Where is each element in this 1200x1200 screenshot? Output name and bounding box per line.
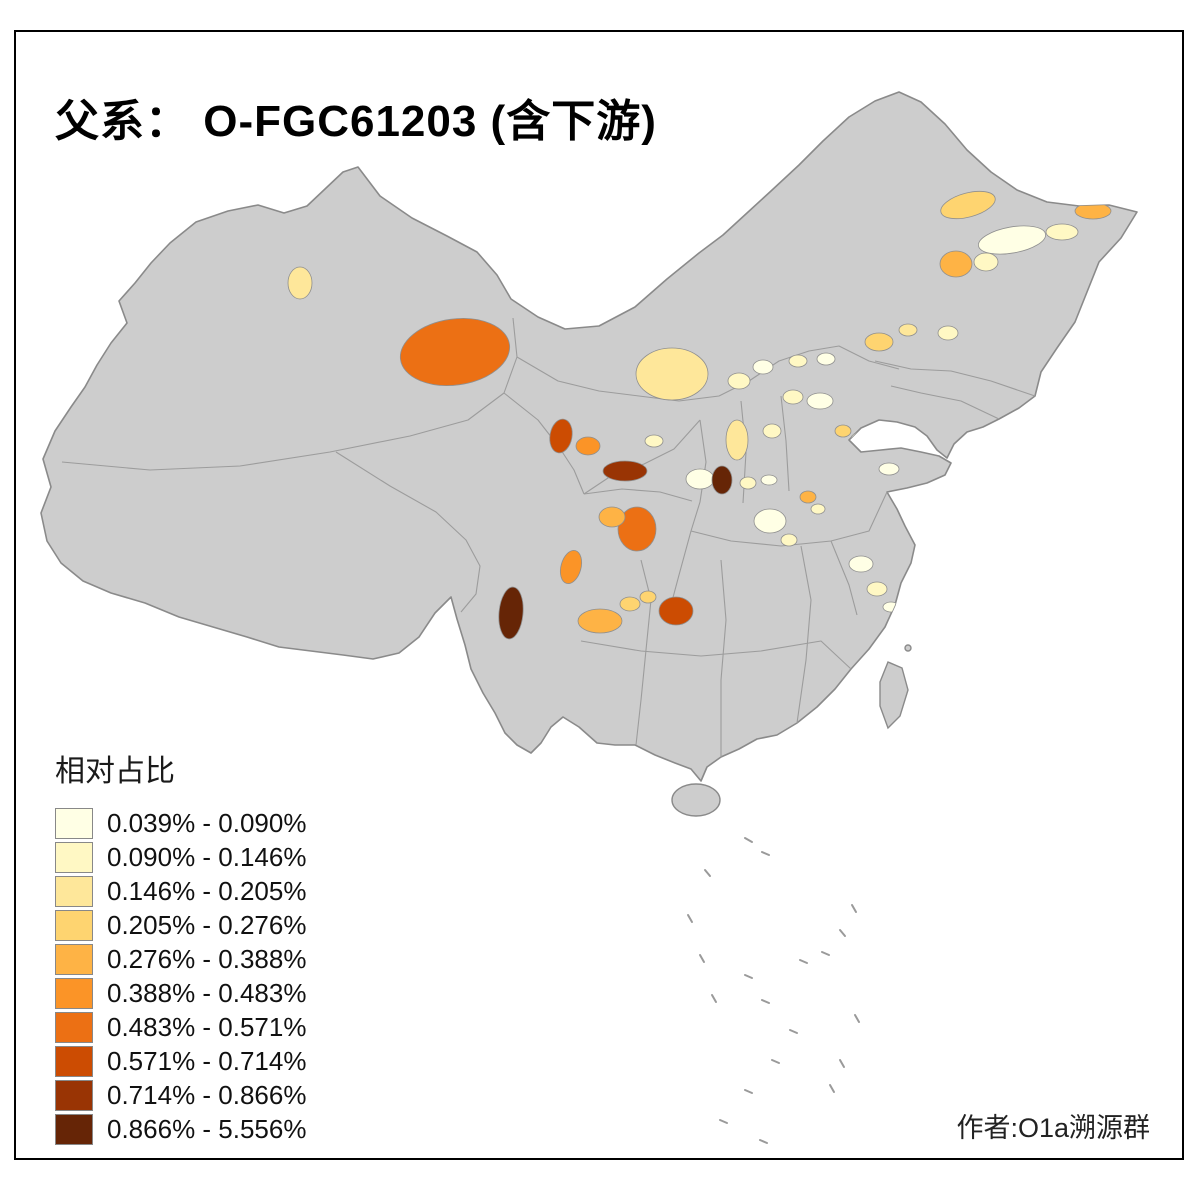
region-patch bbox=[559, 549, 583, 585]
region-patch bbox=[760, 474, 778, 486]
region-patch bbox=[739, 476, 757, 490]
legend-label: 0.388% - 0.483% bbox=[107, 977, 307, 1008]
legend-row: 0.483% - 0.571% bbox=[55, 1010, 306, 1044]
author-credit: 作者:O1a溯源群 bbox=[956, 1113, 1150, 1143]
legend-label: 0.571% - 0.714% bbox=[107, 1045, 307, 1076]
region-patch bbox=[940, 190, 996, 220]
region-patch bbox=[575, 436, 601, 456]
legend-label: 0.090% - 0.146% bbox=[107, 841, 307, 872]
south-china-sea-dashes bbox=[687, 837, 860, 1144]
legend-swatch bbox=[55, 909, 93, 941]
region-patch bbox=[617, 506, 657, 552]
region-patch bbox=[602, 460, 648, 482]
legend-swatch bbox=[55, 841, 93, 873]
region-patch bbox=[788, 354, 808, 368]
region-patch bbox=[399, 318, 511, 386]
region-patch bbox=[848, 555, 874, 573]
legend-row: 0.146% - 0.205% bbox=[55, 874, 306, 908]
legend-swatch bbox=[55, 977, 93, 1009]
region-patch bbox=[635, 347, 709, 401]
legend-label: 0.866% - 5.556% bbox=[107, 1113, 307, 1144]
legend-label: 0.714% - 0.866% bbox=[107, 1079, 307, 1110]
region-patch bbox=[287, 266, 313, 300]
region-patch bbox=[549, 418, 573, 454]
legend-label: 0.146% - 0.205% bbox=[107, 875, 307, 906]
legend-swatch bbox=[55, 943, 93, 975]
legend-swatch bbox=[55, 875, 93, 907]
region-patch bbox=[810, 503, 826, 515]
region-patch bbox=[834, 424, 852, 438]
region-patch bbox=[882, 601, 900, 613]
islands bbox=[671, 644, 912, 817]
legend-label: 0.039% - 0.090% bbox=[107, 807, 307, 838]
mainland-outline bbox=[40, 91, 1138, 782]
legend-row: 0.276% - 0.388% bbox=[55, 942, 306, 976]
region-patch bbox=[725, 419, 749, 461]
legend-row: 0.866% - 5.556% bbox=[55, 1112, 306, 1146]
legend-label: 0.276% - 0.388% bbox=[107, 943, 307, 974]
region-patch bbox=[878, 462, 900, 476]
region-patch bbox=[498, 586, 524, 640]
region-patch bbox=[816, 352, 836, 366]
region-patch bbox=[639, 590, 657, 604]
region-patch bbox=[939, 250, 973, 278]
legend-swatch bbox=[55, 1079, 93, 1111]
region-patch bbox=[780, 533, 798, 547]
region-patch bbox=[978, 225, 1046, 255]
legend-swatch bbox=[55, 807, 93, 839]
legend-label: 0.483% - 0.571% bbox=[107, 1011, 307, 1042]
legend-swatch bbox=[55, 1113, 93, 1145]
region-patch bbox=[598, 506, 626, 528]
legend: 相对占比 0.039% - 0.090% 0.090% - 0.146% 0.146… bbox=[55, 746, 306, 1146]
region-patch bbox=[577, 608, 623, 634]
region-patch bbox=[752, 359, 774, 375]
region-patch bbox=[799, 490, 817, 504]
region-patch bbox=[644, 434, 664, 448]
legend-row: 0.205% - 0.276% bbox=[55, 908, 306, 942]
region-patch bbox=[866, 581, 888, 597]
region-patch bbox=[711, 465, 733, 495]
region-patch bbox=[864, 332, 894, 352]
region-patch bbox=[619, 596, 641, 612]
legend-rows: 0.039% - 0.090% 0.090% - 0.146% 0.146% - 0… bbox=[55, 806, 306, 1146]
legend-row: 0.090% - 0.146% bbox=[55, 840, 306, 874]
legend-title: 相对占比 bbox=[55, 755, 175, 788]
legend-swatch bbox=[55, 1045, 93, 1077]
map-title: 父系： O-FGC61203 (含下游) bbox=[55, 97, 657, 147]
region-patch bbox=[1045, 223, 1079, 241]
legend-row: 0.388% - 0.483% bbox=[55, 976, 306, 1010]
region-patches bbox=[287, 190, 1112, 640]
region-patch bbox=[727, 372, 751, 390]
legend-swatch bbox=[55, 1011, 93, 1043]
legend-label: 0.205% - 0.276% bbox=[107, 909, 307, 940]
region-patch bbox=[762, 423, 782, 439]
region-patch bbox=[685, 468, 715, 490]
legend-row: 0.039% - 0.090% bbox=[55, 806, 306, 840]
region-patch bbox=[898, 323, 918, 337]
region-patch bbox=[806, 392, 834, 410]
taiwan-island bbox=[879, 661, 909, 730]
region-patch bbox=[973, 252, 999, 272]
region-patch bbox=[782, 389, 804, 405]
hainan-island bbox=[671, 783, 721, 817]
region-patch bbox=[658, 596, 694, 626]
legend-row: 0.714% - 0.866% bbox=[55, 1078, 306, 1112]
region-patch bbox=[937, 325, 959, 341]
coastal-islet bbox=[904, 644, 912, 652]
region-patch bbox=[753, 508, 787, 534]
legend-row: 0.571% - 0.714% bbox=[55, 1044, 306, 1078]
